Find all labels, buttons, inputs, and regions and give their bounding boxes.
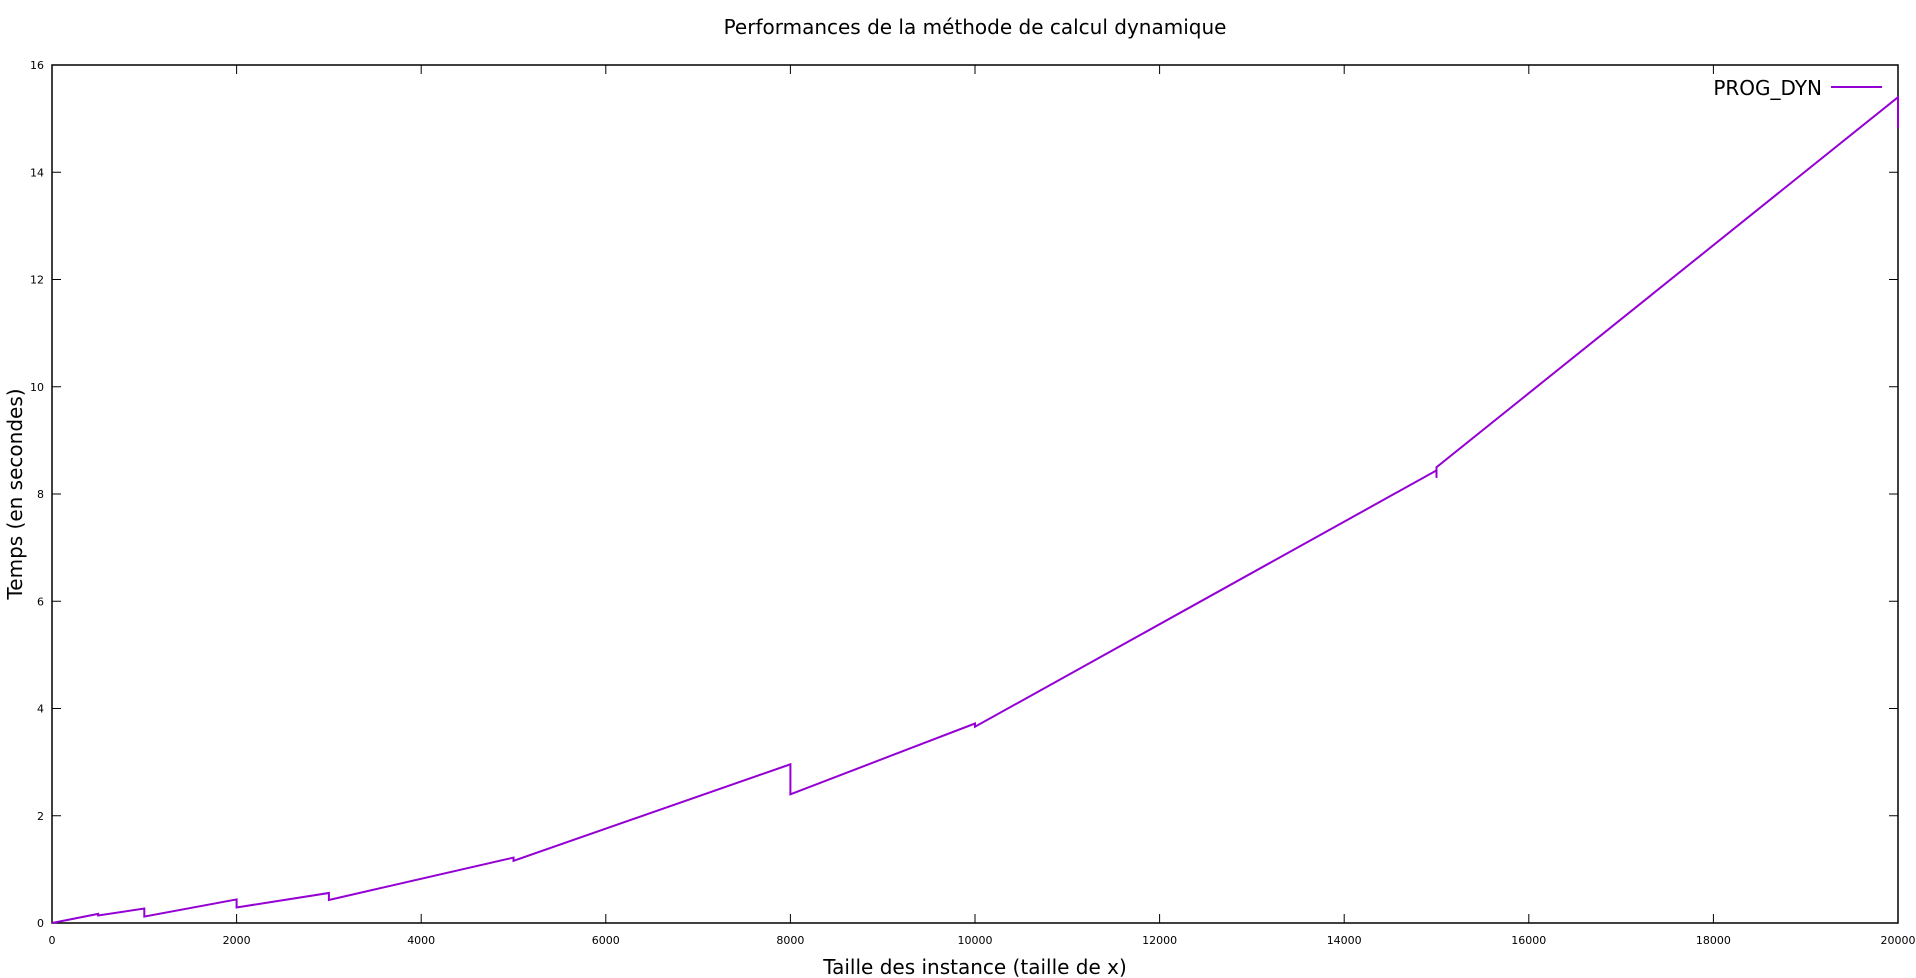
y-tick-label: 6 [37,595,44,608]
y-tick-label: 8 [37,488,44,501]
x-tick-label: 12000 [1142,934,1177,947]
series-line-prog-dyn [51,95,1899,924]
plot-frame [51,64,1899,924]
y-tick-label: 4 [37,703,44,716]
x-axis-label: Taille des instance (taille de x) [822,955,1127,978]
y-tick-label: 0 [37,917,44,930]
x-tick-label: 4000 [407,934,435,947]
x-tick-label: 0 [49,934,56,947]
y-tick-label: 10 [30,381,44,394]
y-tick-label: 2 [37,810,44,823]
y-axis-ticks: 0 2 4 6 8 10 12 14 16 [30,59,1898,930]
y-axis-label: Temps (en secondes) [3,388,27,600]
x-tick-label: 18000 [1696,934,1731,947]
x-tick-label: 6000 [592,934,620,947]
legend: PROG_DYN [1713,76,1882,100]
legend-label-prog-dyn: PROG_DYN [1713,76,1822,100]
x-axis-ticks: 0 2000 4000 6000 8000 10000 12000 14000 16000 180… [49,65,1916,947]
x-tick-label: 10000 [958,934,993,947]
y-tick-label: 14 [30,166,44,179]
y-tick-label: 12 [30,274,44,287]
series-layer [51,95,1899,924]
y-tick-label: 16 [30,59,44,72]
x-tick-label: 8000 [776,934,804,947]
chart-title: Performances de la méthode de calcul dyn… [724,15,1227,39]
x-tick-label: 20000 [1881,934,1916,947]
x-tick-label: 2000 [223,934,251,947]
x-tick-label: 14000 [1327,934,1362,947]
x-tick-label: 16000 [1511,934,1546,947]
